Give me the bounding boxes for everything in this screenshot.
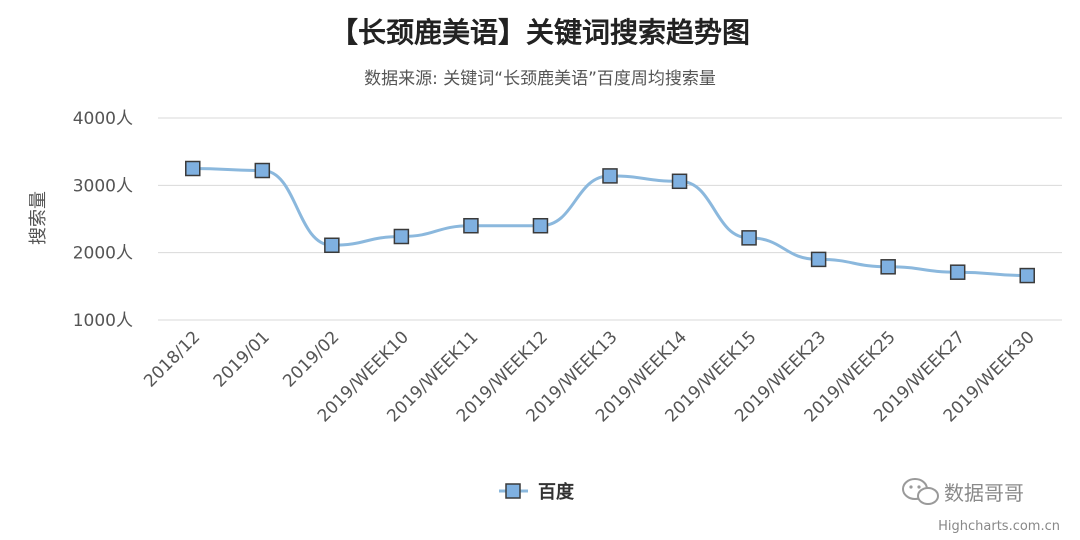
y-axis-ticks: 1000人 2000人 3000人 4000人 (73, 109, 133, 331)
data-point-marker[interactable] (1019, 267, 1035, 284)
data-point-marker[interactable] (810, 251, 827, 268)
legend-label: 百度 (538, 481, 575, 503)
watermark-text: 数据哥哥 (944, 481, 1024, 505)
grid-layer (158, 117, 1062, 321)
series-layer (185, 160, 1035, 284)
data-point-marker[interactable] (393, 228, 410, 245)
data-point-marker[interactable] (602, 168, 618, 184)
series-line (192, 167, 1028, 278)
chart-subtitle: 数据来源: 关键词“长颈鹿美语”百度周均搜索量 (364, 69, 716, 89)
x-tick-label: 2019/01 (210, 327, 274, 391)
x-tick-label: 2018/12 (140, 327, 204, 391)
data-point-marker[interactable] (671, 173, 688, 190)
watermark: 数据哥哥 (902, 478, 1024, 505)
data-point-marker[interactable] (880, 259, 896, 275)
legend[interactable]: 百度 (499, 481, 575, 503)
y-tick-label: 4000人 (73, 109, 133, 129)
y-tick-label: 1000人 (73, 311, 133, 331)
y-axis-label: 搜索量 (28, 191, 49, 245)
data-point-marker[interactable] (949, 264, 966, 280)
x-axis-ticks: 2018/12 2019/01 2019/022019/WEEK102019/WEE… (140, 327, 1039, 426)
y-tick-label: 3000人 (73, 176, 133, 196)
wechat-icon (902, 478, 939, 505)
y-tick-label: 2000人 (73, 244, 133, 264)
data-point-marker[interactable] (185, 160, 201, 177)
credit-text: Highcharts.com.cn (938, 519, 1060, 534)
data-point-marker[interactable] (741, 230, 757, 246)
data-point-marker[interactable] (254, 162, 271, 179)
chart-title: 【长颈鹿美语】关键词搜索趋势图 (330, 16, 750, 49)
x-tick-label: 2019/02 (279, 327, 343, 391)
data-point-marker[interactable] (324, 237, 340, 254)
data-point-marker[interactable] (532, 217, 549, 234)
data-point-marker[interactable] (463, 217, 479, 234)
legend-marker (505, 483, 521, 499)
